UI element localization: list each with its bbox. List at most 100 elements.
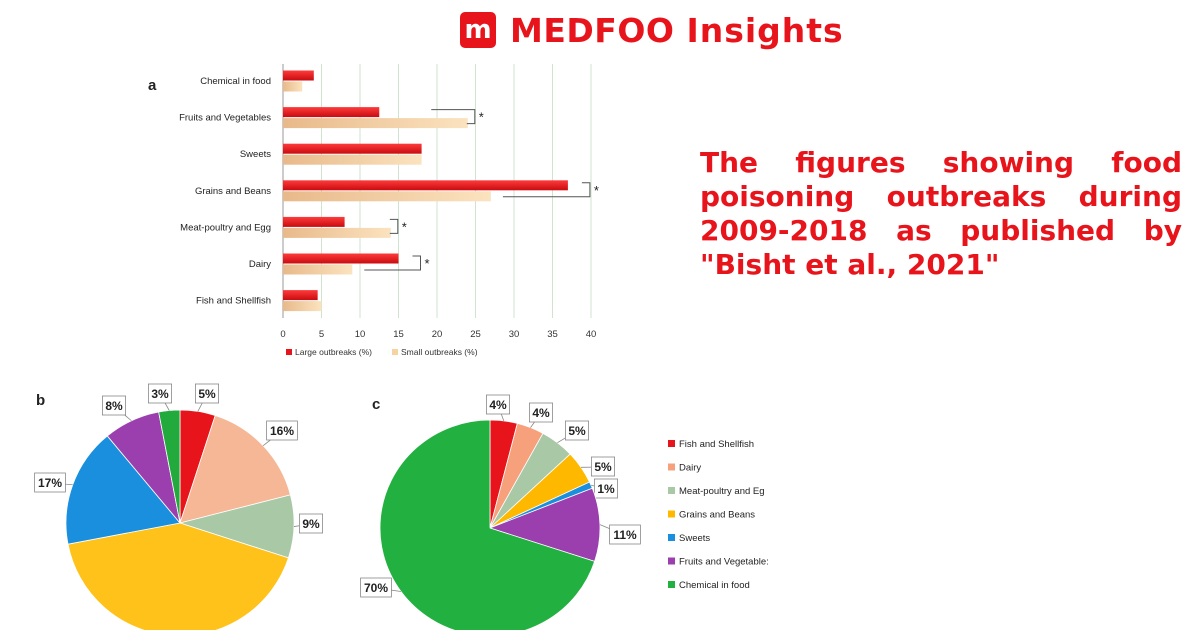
category-label: Meat-poultry and Egg xyxy=(180,222,271,233)
pie-legend-label: Grains and Beans xyxy=(679,510,755,521)
panel-letter-a: a xyxy=(148,77,157,94)
significance-star: * xyxy=(425,256,430,271)
bar-large-outbreaks xyxy=(283,253,399,264)
x-tick-label: 10 xyxy=(355,329,366,340)
brand-name-main: MEDFOO xyxy=(510,10,675,50)
significance-bracket xyxy=(389,218,399,234)
pie-label-box xyxy=(34,472,66,493)
pie-legend-swatch xyxy=(668,487,675,494)
bar-large-outbreaks xyxy=(283,216,345,227)
category-label: Dairy xyxy=(249,259,271,270)
bar-large-outbreaks xyxy=(283,180,568,191)
pie-label-box xyxy=(360,577,392,598)
pie-slice xyxy=(179,415,291,524)
bar-small-outbreaks xyxy=(283,154,422,165)
pie-legend-label: Sweets xyxy=(679,533,710,544)
category-label: Grains and Beans xyxy=(195,186,271,197)
legend-swatch-small xyxy=(392,349,398,355)
significance-star: * xyxy=(402,219,407,234)
x-tick-label: 5 xyxy=(319,329,324,340)
medfoo-logo-icon: m xyxy=(460,12,496,48)
figure-caption: The figures showing food poisoning outbr… xyxy=(700,146,1182,281)
pie-legend-label: Fruits and Vegetable: xyxy=(679,557,769,568)
pie-label: 4% xyxy=(489,398,507,412)
pie-label: 17% xyxy=(38,476,62,490)
pie-label: 4% xyxy=(532,406,550,420)
bar-small-outbreaks xyxy=(283,227,391,238)
significance-bracket xyxy=(364,255,421,271)
pie-chart-panel-b: b 5% 16% 9% 17% 8% 3% xyxy=(34,383,323,630)
pie-label: 5% xyxy=(198,387,216,401)
bar-small-outbreaks xyxy=(283,264,353,275)
pie-label-box xyxy=(609,524,641,545)
pie-label-box xyxy=(298,513,323,534)
pie-legend-swatch xyxy=(668,510,675,518)
pie-legend-label: Meat-poultry and Eg xyxy=(679,486,765,497)
x-tick-label: 40 xyxy=(586,329,597,340)
significance-star: * xyxy=(594,183,599,198)
legend-swatch-large xyxy=(286,349,292,355)
pie-label-box xyxy=(266,420,298,441)
category-label: Fish and Shellfish xyxy=(196,296,271,307)
brand-name-suffix: Insights xyxy=(686,10,844,50)
x-tick-label: 25 xyxy=(470,329,481,340)
category-label: Chemical in food xyxy=(200,76,271,87)
pie-label: 3% xyxy=(151,387,169,401)
pie-legend-swatch xyxy=(668,463,675,471)
x-tick-label: 20 xyxy=(432,329,443,340)
pie-label-box xyxy=(485,394,510,415)
brand-name: MEDFOO Insights xyxy=(510,11,844,50)
pie-label-box xyxy=(591,456,616,477)
bar-large-outbreaks xyxy=(283,70,314,81)
pie-label-box xyxy=(529,402,554,423)
bar-small-outbreaks xyxy=(283,118,468,129)
pie-legend-swatch xyxy=(668,440,675,447)
pie-label-box xyxy=(147,383,172,404)
pie-slice xyxy=(158,409,181,524)
significance-bracket xyxy=(431,109,476,125)
significance-bracket xyxy=(502,182,591,198)
logo-letter: m xyxy=(464,15,492,45)
pie-legend-label: Dairy xyxy=(679,463,701,474)
pie-slice xyxy=(65,435,181,545)
pie-legend-label: Chemical in food xyxy=(679,580,750,591)
panel-letter-c: c xyxy=(372,396,380,413)
significance-star: * xyxy=(479,110,484,125)
bar-small-outbreaks xyxy=(283,301,322,312)
bar-large-outbreaks xyxy=(283,290,318,301)
legend-label-small: Small outbreaks (%) xyxy=(401,347,478,357)
pie-slice xyxy=(488,487,601,562)
pie-label: 9% xyxy=(302,517,320,531)
pie-label: 1% xyxy=(597,482,615,496)
x-tick-label: 35 xyxy=(547,329,558,340)
pie-label: 16% xyxy=(270,424,294,438)
category-label: Fruits and Vegetables xyxy=(179,113,271,124)
pie-label: 5% xyxy=(594,460,612,474)
pie-chart-panel-c: c 4% 4% 5% 5% 1% 11% 70% Fish and Shellfish Dairy… xyxy=(360,394,769,630)
bar-large-outbreaks xyxy=(283,143,422,154)
bar-small-outbreaks xyxy=(283,81,303,92)
pie-label: 8% xyxy=(105,399,123,413)
x-tick-label: 30 xyxy=(509,329,520,340)
pie-label-box xyxy=(102,395,127,416)
legend-label-large: Large outbreaks (%) xyxy=(295,347,372,357)
pie-slice xyxy=(67,522,289,630)
pie-legend-swatch xyxy=(668,557,675,565)
x-tick-label: 0 xyxy=(280,329,285,340)
pie-legend-swatch xyxy=(668,534,675,541)
pie-label: 70% xyxy=(364,581,388,595)
pie-legend-label: Fish and Shellfish xyxy=(679,439,754,450)
pie-label-box xyxy=(565,420,590,441)
bar-chart-panel-a: a 0 5 10 15 20 25 30 35 40 Chemical in food Fruits … xyxy=(148,64,599,357)
x-tick-label: 15 xyxy=(393,329,404,340)
pie-label: 11% xyxy=(613,528,637,542)
category-label: Sweets xyxy=(240,149,271,160)
pie-legend-swatch xyxy=(668,581,675,588)
bar-large-outbreaks xyxy=(283,107,380,118)
pie-label: 5% xyxy=(568,424,586,438)
pie-label-box xyxy=(594,478,619,499)
panel-letter-b: b xyxy=(36,392,45,409)
bar-small-outbreaks xyxy=(283,191,491,202)
brand-header: m MEDFOO Insights xyxy=(460,10,844,50)
